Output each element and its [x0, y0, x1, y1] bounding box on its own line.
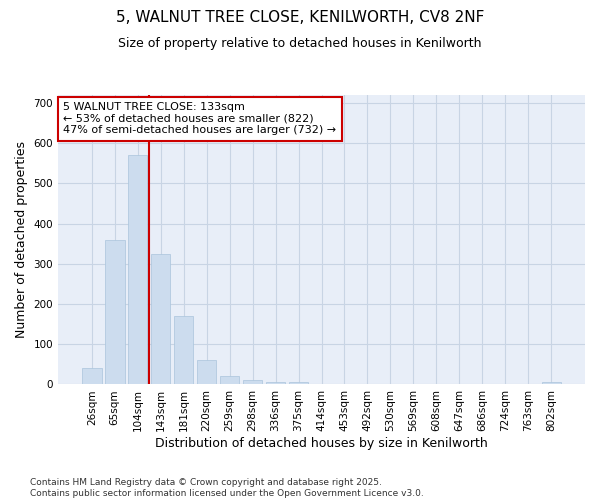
Text: Contains HM Land Registry data © Crown copyright and database right 2025.
Contai: Contains HM Land Registry data © Crown c… [30, 478, 424, 498]
Bar [542, 382, 561, 384]
Bar [82, 368, 101, 384]
Bar [243, 380, 262, 384]
Text: 5 WALNUT TREE CLOSE: 133sqm
← 53% of detached houses are smaller (822)
47% of se: 5 WALNUT TREE CLOSE: 133sqm ← 53% of det… [64, 102, 337, 136]
Bar [105, 240, 125, 384]
Text: 5, WALNUT TREE CLOSE, KENILWORTH, CV8 2NF: 5, WALNUT TREE CLOSE, KENILWORTH, CV8 2N… [116, 10, 484, 25]
Bar [128, 156, 148, 384]
Bar [174, 316, 193, 384]
Bar [220, 376, 239, 384]
Text: Size of property relative to detached houses in Kenilworth: Size of property relative to detached ho… [118, 38, 482, 51]
Bar [289, 382, 308, 384]
Bar [151, 254, 170, 384]
Bar [266, 382, 286, 384]
Bar [197, 360, 217, 384]
Y-axis label: Number of detached properties: Number of detached properties [15, 141, 28, 338]
X-axis label: Distribution of detached houses by size in Kenilworth: Distribution of detached houses by size … [155, 437, 488, 450]
